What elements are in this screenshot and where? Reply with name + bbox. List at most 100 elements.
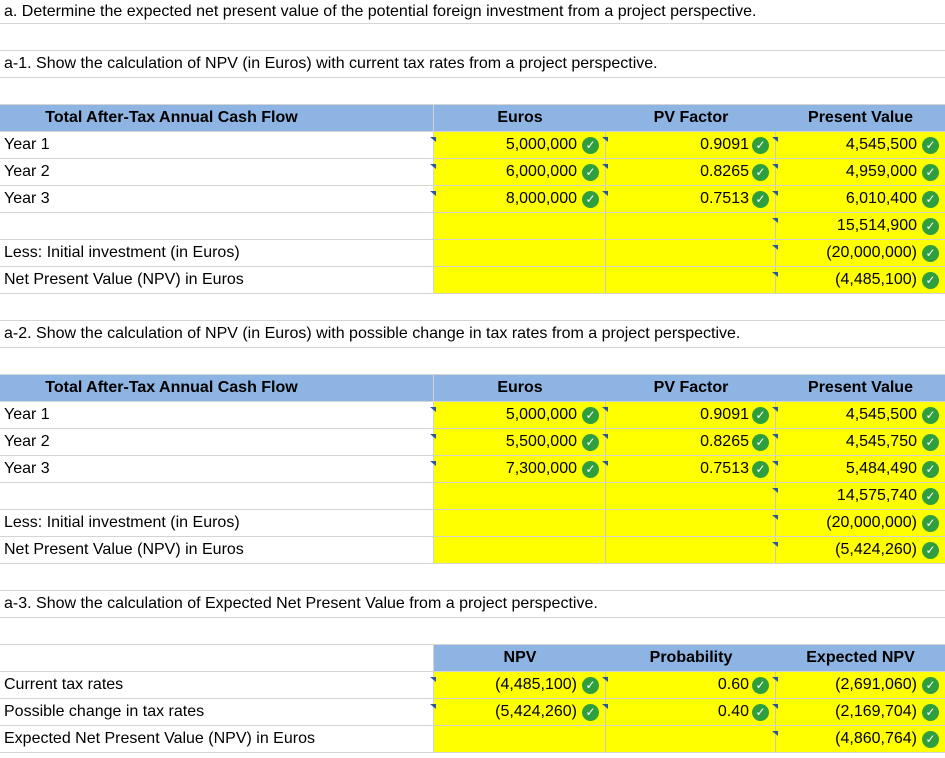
check-circle-icon: ✓ <box>922 704 939 721</box>
cell-marker-icon <box>602 677 608 682</box>
pv-factor-input[interactable]: 0.9091 <box>606 132 776 158</box>
check-circle-icon: ✓ <box>922 488 939 505</box>
heading-row: a-2. Show the calculation of NPV (in Eur… <box>0 321 945 348</box>
npv-input[interactable]: (5,424,260) <box>434 699 606 725</box>
cell-marker-icon <box>772 191 778 196</box>
euros-input[interactable]: 7,300,000 <box>434 456 606 482</box>
check-circle-icon: ✓ <box>922 461 939 478</box>
euros-input[interactable] <box>434 213 606 239</box>
pv-factor-input[interactable]: 0.7513 <box>606 456 776 482</box>
subtotal-input[interactable]: 15,514,900 <box>836 217 917 234</box>
table-row: Year 2 5,500,000 0.8265 4,545,750 <box>0 429 945 456</box>
check-circle-icon: ✓ <box>922 191 939 208</box>
table-row: Year 2 6,000,000 0.8265 4,959,000 <box>0 159 945 186</box>
check-circle-icon: ✓ <box>582 407 599 424</box>
blank-row <box>0 348 945 375</box>
pv-factor-input[interactable]: 0.7513 <box>606 186 776 212</box>
pv-factor-input[interactable] <box>606 240 776 266</box>
pv-factor-input[interactable] <box>606 213 776 239</box>
npv-input[interactable]: (4,485,100) <box>835 271 917 288</box>
investment-input[interactable]: (20,000,000) <box>826 244 917 261</box>
cell-marker-icon <box>602 191 608 196</box>
npv-input[interactable] <box>434 726 606 752</box>
col-header-blank <box>0 645 434 671</box>
check-circle-icon: ✓ <box>922 218 939 235</box>
euros-input[interactable]: 5,000,000 <box>434 402 606 428</box>
col-header-expected-npv: Expected NPV <box>806 649 915 666</box>
pv-factor-input[interactable]: 0.8265 <box>606 159 776 185</box>
euros-input[interactable]: 6,000,000 <box>434 159 606 185</box>
euros-input[interactable]: 8,000,000 <box>434 186 606 212</box>
euros-input[interactable] <box>434 483 606 509</box>
probability-input[interactable]: 0.40 <box>606 699 776 725</box>
present-value-input[interactable]: 6,010,400 <box>845 190 917 207</box>
heading-a1: a-1. Show the calculation of NPV (in Eur… <box>4 55 658 72</box>
cell-marker-icon <box>602 164 608 169</box>
euros-input[interactable] <box>434 240 606 266</box>
pv-factor-input[interactable] <box>606 267 776 293</box>
present-value-input[interactable]: 5,484,490 <box>845 460 917 477</box>
cell-marker-icon <box>772 704 778 709</box>
cell-marker-icon <box>772 245 778 250</box>
check-circle-icon: ✓ <box>752 677 769 694</box>
check-circle-icon: ✓ <box>922 434 939 451</box>
col-header-euros: Euros <box>497 109 543 126</box>
expected-npv-input[interactable]: (2,169,704) <box>835 703 917 720</box>
euros-input[interactable] <box>434 510 606 536</box>
check-circle-icon: ✓ <box>922 245 939 262</box>
table-row: Year 3 8,000,000 0.7513 6,010,400 <box>0 186 945 213</box>
table-row: Possible change in tax rates (5,424,260)… <box>0 699 945 726</box>
pv-factor-input[interactable]: 0.8265 <box>606 429 776 455</box>
row-label: Less: Initial investment (in Euros) <box>0 510 434 536</box>
check-circle-icon: ✓ <box>922 515 939 532</box>
npv-input[interactable]: (5,424,260) <box>835 541 917 558</box>
col-header-present-value: Present Value <box>808 379 913 396</box>
check-circle-icon: ✓ <box>582 164 599 181</box>
pv-factor-input[interactable] <box>606 510 776 536</box>
cell-marker-icon <box>602 434 608 439</box>
euros-input[interactable]: 5,000,000 <box>434 132 606 158</box>
present-value-input[interactable]: 4,545,500 <box>845 406 917 423</box>
row-label <box>0 213 434 239</box>
check-circle-icon: ✓ <box>922 677 939 694</box>
table-row: Less: Initial investment (in Euros) (20,… <box>0 510 945 537</box>
npv-input[interactable]: (4,485,100) <box>434 672 606 698</box>
blank-row <box>0 78 945 105</box>
euros-input[interactable]: 5,500,000 <box>434 429 606 455</box>
investment-input[interactable]: (20,000,000) <box>826 514 917 531</box>
check-circle-icon: ✓ <box>582 434 599 451</box>
table-row: 14,575,740 <box>0 483 945 510</box>
row-label: Expected Net Present Value (NPV) in Euro… <box>0 726 434 752</box>
row-label <box>0 483 434 509</box>
check-circle-icon: ✓ <box>752 164 769 181</box>
check-circle-icon: ✓ <box>922 542 939 559</box>
col-header-npv: NPV <box>503 649 537 666</box>
pv-factor-input[interactable] <box>606 483 776 509</box>
subtotal-input[interactable]: 14,575,740 <box>836 487 917 504</box>
table-row: Net Present Value (NPV) in Euros (4,485,… <box>0 267 945 294</box>
cell-marker-icon <box>772 272 778 277</box>
check-circle-icon: ✓ <box>752 191 769 208</box>
expected-npv-total-input[interactable]: (4,860,764) <box>835 730 917 747</box>
blank-row <box>0 24 945 51</box>
present-value-input[interactable]: 4,959,000 <box>845 163 917 180</box>
pv-factor-input[interactable] <box>606 537 776 563</box>
euros-input[interactable] <box>434 537 606 563</box>
euros-input[interactable] <box>434 267 606 293</box>
probability-input[interactable] <box>606 726 776 752</box>
check-circle-icon: ✓ <box>582 191 599 208</box>
probability-input[interactable]: 0.60 <box>606 672 776 698</box>
expected-npv-input[interactable]: (2,691,060) <box>835 676 917 693</box>
present-value-input[interactable]: 4,545,750 <box>845 433 917 450</box>
row-label: Net Present Value (NPV) in Euros <box>0 537 434 563</box>
pv-factor-input[interactable]: 0.9091 <box>606 402 776 428</box>
cell-marker-icon <box>430 434 436 439</box>
check-circle-icon: ✓ <box>752 434 769 451</box>
col-header-cashflow: Total After-Tax Annual Cash Flow <box>0 375 434 401</box>
table2-header: Total After-Tax Annual Cash Flow Euros P… <box>0 375 945 402</box>
table1-header: Total After-Tax Annual Cash Flow Euros P… <box>0 105 945 132</box>
present-value-input[interactable]: 4,545,500 <box>845 136 917 153</box>
cell-marker-icon <box>772 164 778 169</box>
cell-marker-icon <box>602 461 608 466</box>
heading-a2: a-2. Show the calculation of NPV (in Eur… <box>4 325 741 342</box>
